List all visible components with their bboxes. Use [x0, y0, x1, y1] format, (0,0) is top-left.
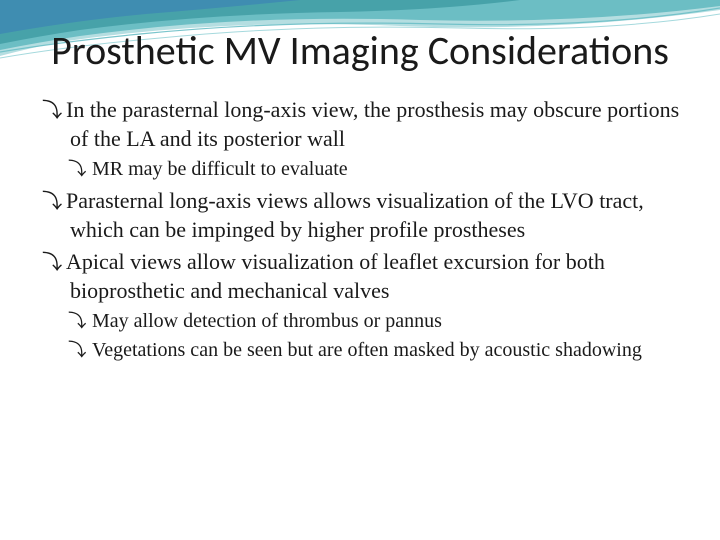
- bullet-text: In the parasternal long-axis view, the p…: [66, 97, 679, 151]
- bullet-text: Parasternal long-axis views allows visua…: [66, 188, 644, 242]
- bullet-item: ⤵Apical views allow visualization of lea…: [42, 248, 684, 305]
- bullet-item: ⤵May allow detection of thrombus or pann…: [42, 309, 684, 335]
- bullet-glyph-icon: ⤵: [42, 99, 66, 125]
- bullet-item: ⤵Vegetations can be seen but are often m…: [42, 338, 684, 364]
- bullet-item: ⤵MR may be difficult to evaluate: [42, 157, 684, 183]
- bullet-glyph-icon: ⤵: [42, 190, 66, 216]
- slide: Prosthetic MV Imaging Considerations ⤵In…: [0, 0, 720, 540]
- bullet-glyph-icon: ⤵: [68, 338, 92, 362]
- slide-body: ⤵In the parasternal long-axis view, the …: [36, 96, 684, 364]
- bullet-text: May allow detection of thrombus or pannu…: [92, 310, 442, 332]
- bullet-glyph-icon: ⤵: [68, 157, 92, 181]
- bullet-text: Apical views allow visualization of leaf…: [66, 249, 605, 303]
- bullet-glyph-icon: ⤵: [42, 251, 66, 277]
- bullet-item: ⤵In the parasternal long-axis view, the …: [42, 96, 684, 153]
- slide-title: Prosthetic MV Imaging Considerations: [36, 28, 684, 74]
- bullet-text: Vegetations can be seen but are often ma…: [92, 339, 642, 361]
- bullet-glyph-icon: ⤵: [68, 309, 92, 333]
- bullet-item: ⤵Parasternal long-axis views allows visu…: [42, 187, 684, 244]
- bullet-text: MR may be difficult to evaluate: [92, 158, 348, 180]
